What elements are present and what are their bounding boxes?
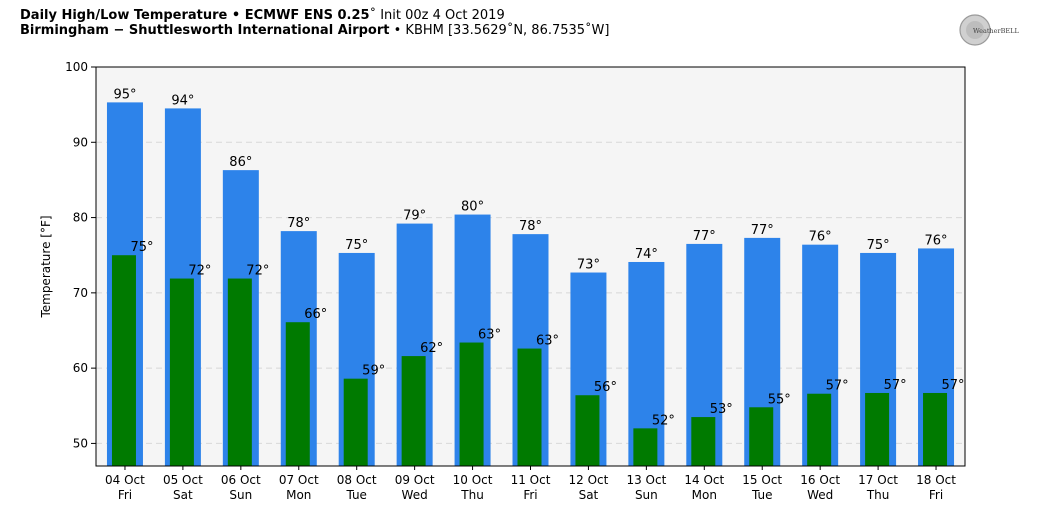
header-coordinates: • KBHM [33.5629˚N, 86.7535˚W] (389, 23, 610, 38)
chart-header: Daily High/Low Temperature • ECMWF ENS 0… (20, 8, 610, 38)
low-temp-bar (691, 417, 716, 466)
x-tick-weekday: Wed (807, 488, 833, 502)
x-tick-weekday: Sat (173, 488, 193, 502)
low-temp-label: 55° (768, 392, 791, 407)
high-temp-label: 77° (693, 229, 716, 244)
low-temp-bar (401, 356, 426, 466)
x-tick-weekday: Wed (402, 488, 428, 502)
x-tick-weekday: Thu (866, 488, 890, 502)
low-temp-bar (169, 278, 194, 466)
low-temp-bar (285, 322, 310, 466)
low-temp-bar (807, 393, 832, 466)
x-tick-date: 16 Oct (800, 473, 840, 487)
plot-frame (95, 66, 966, 467)
x-tick-weekday: Mon (286, 488, 311, 502)
low-temp-bar (517, 348, 542, 466)
high-temp-label: 76° (809, 230, 832, 245)
y-tick-label: 70 (73, 286, 88, 300)
high-temp-label: 78° (519, 219, 542, 234)
y-tick-label: 50 (73, 436, 88, 450)
high-temp-label: 86° (229, 155, 252, 170)
low-temp-label: 63° (536, 334, 559, 349)
y-tick-label: 80 (73, 211, 88, 225)
x-tick-date: 12 Oct (569, 473, 609, 487)
x-tick-date: 06 Oct (221, 473, 261, 487)
high-temp-label: 77° (751, 223, 774, 238)
x-tick-date: 09 Oct (395, 473, 435, 487)
x-tick-weekday: Mon (692, 488, 717, 502)
low-temp-bar (575, 395, 600, 466)
low-temp-label: 53° (710, 402, 733, 417)
weatherbell-logo: WeatherBELL (959, 14, 1019, 46)
header-line-2: Birmingham − Shuttlesworth International… (20, 23, 610, 38)
low-temp-label: 72° (246, 264, 269, 279)
x-tick-date: 05 Oct (163, 473, 203, 487)
header-line-1: Daily High/Low Temperature • ECMWF ENS 0… (20, 8, 610, 23)
low-temp-bar (343, 378, 368, 466)
high-temp-label: 78° (287, 216, 310, 231)
x-tick-date: 07 Oct (279, 473, 319, 487)
low-temp-bar (459, 342, 484, 466)
y-tick-label: 60 (73, 361, 88, 375)
x-tick-weekday: Fri (929, 488, 943, 502)
x-tick-weekday: Tue (751, 488, 773, 502)
high-temp-label: 95° (113, 87, 136, 102)
x-tick-weekday: Thu (460, 488, 484, 502)
y-axis-label: Temperature [°F] (39, 215, 53, 318)
low-temp-label: 75° (130, 240, 153, 255)
x-tick-date: 13 Oct (626, 473, 666, 487)
high-temp-label: 75° (867, 238, 890, 253)
high-temp-label: 94° (171, 93, 194, 108)
y-tick-label: 90 (73, 135, 88, 149)
x-tick-weekday: Tue (345, 488, 367, 502)
header-init: Init 00z 4 Oct 2019 (376, 8, 505, 23)
x-tick-date: 18 Oct (916, 473, 956, 487)
header-title: Daily High/Low Temperature • ECMWF ENS 0… (20, 8, 370, 23)
low-temp-label: 62° (420, 341, 443, 356)
low-temp-label: 57° (884, 378, 907, 393)
low-temp-bar (865, 392, 890, 466)
low-temp-bar (749, 407, 774, 466)
x-tick-date: 11 Oct (511, 473, 551, 487)
high-temp-label: 73° (577, 258, 600, 273)
x-tick-date: 10 Oct (453, 473, 493, 487)
low-temp-label: 63° (478, 328, 501, 343)
high-temp-label: 74° (635, 247, 658, 262)
x-tick-weekday: Fri (118, 488, 132, 502)
header-degree: ˚ (369, 8, 377, 23)
low-temp-bar (227, 278, 252, 466)
x-tick-date: 04 Oct (105, 473, 145, 487)
x-tick-date: 08 Oct (337, 473, 377, 487)
x-tick-date: 14 Oct (684, 473, 724, 487)
x-tick-weekday: Fri (523, 488, 537, 502)
y-tick-label: 100 (65, 60, 88, 74)
high-temp-label: 79° (403, 209, 426, 224)
low-temp-label: 72° (188, 264, 211, 279)
low-temp-label: 52° (652, 413, 675, 428)
low-temp-label: 57° (942, 378, 965, 393)
low-temp-bar (111, 255, 136, 466)
low-temp-label: 66° (304, 307, 327, 322)
logo-text: WeatherBELL (973, 27, 1019, 35)
x-tick-weekday: Sat (579, 488, 599, 502)
high-temp-label: 76° (925, 233, 948, 248)
high-temp-label: 80° (461, 200, 484, 215)
low-temp-label: 59° (362, 364, 385, 379)
x-tick-weekday: Sun (635, 488, 658, 502)
high-temp-label: 75° (345, 238, 368, 253)
x-tick-date: 17 Oct (858, 473, 898, 487)
low-temp-bar (633, 428, 658, 466)
low-temp-label: 57° (826, 379, 849, 394)
x-tick-date: 15 Oct (742, 473, 782, 487)
x-tick-weekday: Sun (229, 488, 252, 502)
low-temp-label: 56° (594, 380, 617, 395)
low-temp-bar (923, 392, 948, 466)
header-location: Birmingham − Shuttlesworth International… (20, 23, 390, 38)
